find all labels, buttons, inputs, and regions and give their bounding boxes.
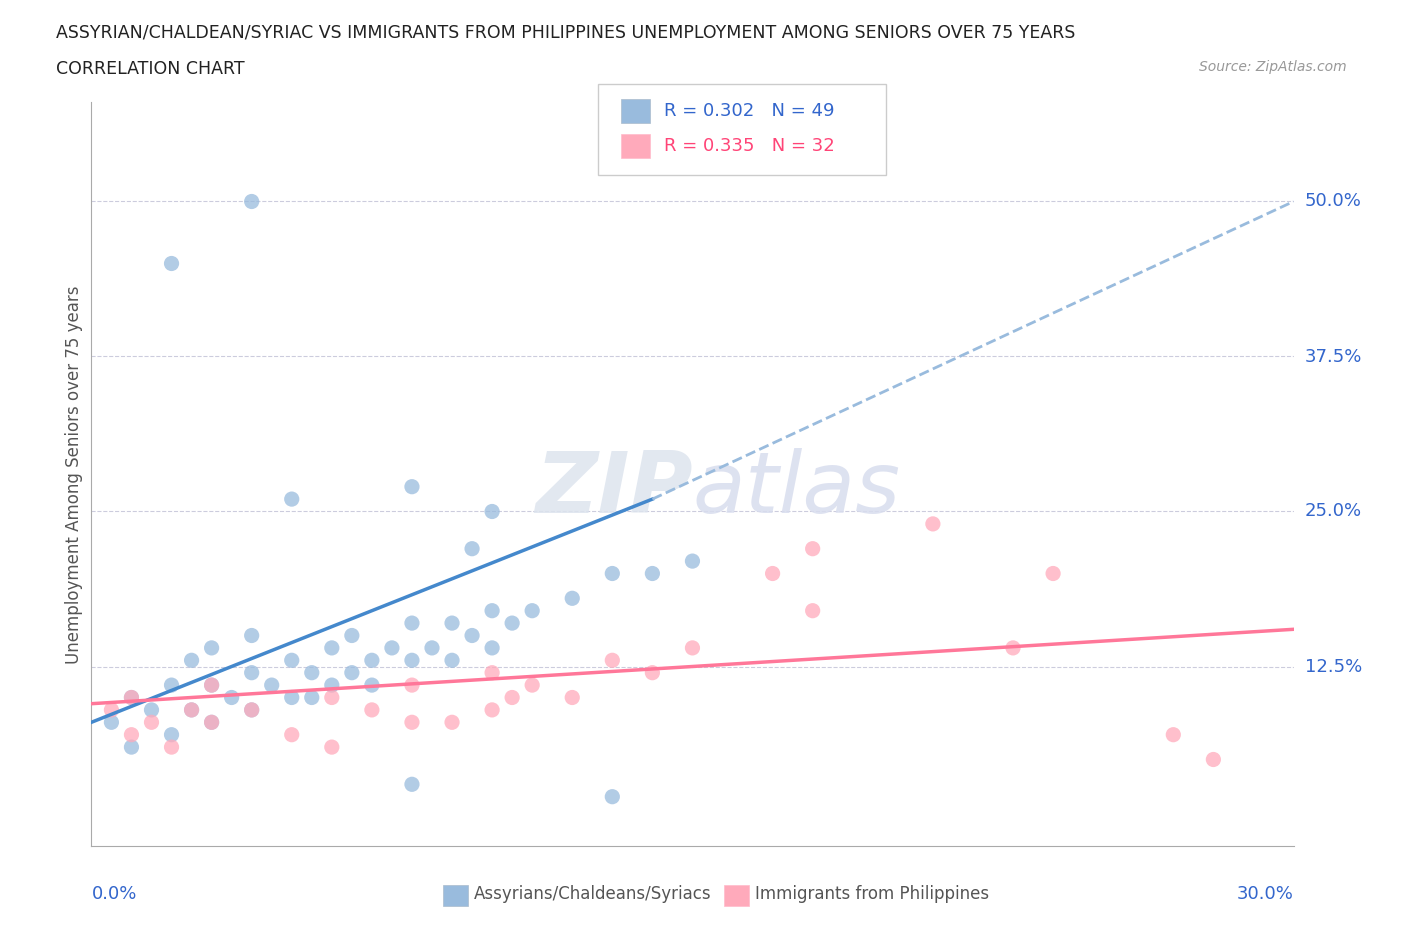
Point	[121, 690, 143, 705]
Point	[801, 541, 824, 556]
Point	[240, 702, 263, 717]
Point	[301, 690, 323, 705]
Text: 12.5%: 12.5%	[1305, 658, 1362, 675]
Point	[281, 727, 304, 742]
Point	[801, 604, 824, 618]
Point	[602, 653, 624, 668]
Point	[201, 715, 224, 730]
Point	[360, 653, 382, 668]
Point	[100, 715, 122, 730]
Point	[381, 641, 404, 656]
Text: Source: ZipAtlas.com: Source: ZipAtlas.com	[1199, 60, 1347, 74]
Text: 37.5%: 37.5%	[1305, 348, 1362, 365]
Text: ASSYRIAN/CHALDEAN/SYRIAC VS IMMIGRANTS FROM PHILIPPINES UNEMPLOYMENT AMONG SENIO: ASSYRIAN/CHALDEAN/SYRIAC VS IMMIGRANTS F…	[56, 23, 1076, 41]
Point	[240, 628, 263, 643]
Point	[440, 653, 463, 668]
Text: 25.0%: 25.0%	[1305, 502, 1362, 521]
Text: Immigrants from Philippines: Immigrants from Philippines	[755, 884, 990, 903]
Point	[1163, 727, 1185, 742]
Y-axis label: Unemployment Among Seniors over 75 years: Unemployment Among Seniors over 75 years	[65, 286, 83, 663]
Point	[180, 702, 202, 717]
Point	[481, 504, 503, 519]
Point	[1001, 641, 1024, 656]
Point	[922, 516, 945, 531]
Point	[321, 678, 343, 693]
Point	[240, 702, 263, 717]
Point	[201, 641, 224, 656]
Text: 0.0%: 0.0%	[91, 885, 136, 903]
Point	[501, 616, 523, 631]
Point	[641, 665, 664, 680]
Point	[201, 715, 224, 730]
Point	[221, 690, 243, 705]
Point	[260, 678, 283, 693]
Point	[681, 553, 703, 568]
Point	[100, 702, 122, 717]
Point	[281, 690, 304, 705]
Point	[281, 653, 304, 668]
Point	[762, 566, 785, 581]
Point	[240, 194, 263, 209]
Point	[522, 678, 544, 693]
Point	[420, 641, 443, 656]
Point	[160, 256, 183, 271]
Point	[522, 604, 544, 618]
Point	[401, 653, 423, 668]
Point	[121, 739, 143, 754]
Point	[141, 715, 163, 730]
Point	[461, 541, 484, 556]
Point	[681, 641, 703, 656]
Point	[340, 628, 363, 643]
Point	[481, 665, 503, 680]
Point	[281, 492, 304, 507]
Point	[301, 665, 323, 680]
Point	[360, 702, 382, 717]
Point	[180, 653, 202, 668]
Point	[360, 678, 382, 693]
Point	[160, 739, 183, 754]
Point	[481, 604, 503, 618]
Point	[440, 616, 463, 631]
Text: 30.0%: 30.0%	[1237, 885, 1294, 903]
Text: R = 0.335   N = 32: R = 0.335 N = 32	[664, 137, 834, 155]
Point	[201, 678, 224, 693]
Text: Assyrians/Chaldeans/Syriacs: Assyrians/Chaldeans/Syriacs	[474, 884, 711, 903]
Point	[401, 777, 423, 791]
Point	[121, 690, 143, 705]
Point	[481, 702, 503, 717]
Point	[602, 566, 624, 581]
Text: CORRELATION CHART: CORRELATION CHART	[56, 60, 245, 78]
Point	[401, 715, 423, 730]
Point	[561, 690, 583, 705]
Point	[121, 727, 143, 742]
Point	[240, 665, 263, 680]
Point	[602, 790, 624, 804]
Point	[201, 678, 224, 693]
Text: 50.0%: 50.0%	[1305, 193, 1361, 210]
Point	[160, 727, 183, 742]
Text: R = 0.302   N = 49: R = 0.302 N = 49	[664, 101, 834, 120]
Point	[461, 628, 484, 643]
Point	[440, 715, 463, 730]
Point	[321, 641, 343, 656]
Point	[401, 479, 423, 494]
Point	[141, 702, 163, 717]
Point	[321, 690, 343, 705]
Point	[401, 616, 423, 631]
Point	[561, 591, 583, 605]
Text: atlas: atlas	[692, 447, 900, 531]
Point	[641, 566, 664, 581]
Text: ZIP: ZIP	[534, 447, 692, 531]
Point	[340, 665, 363, 680]
Point	[481, 641, 503, 656]
Point	[501, 690, 523, 705]
Point	[401, 678, 423, 693]
Point	[1202, 752, 1225, 767]
Point	[180, 702, 202, 717]
Point	[1042, 566, 1064, 581]
Point	[160, 678, 183, 693]
Point	[321, 739, 343, 754]
